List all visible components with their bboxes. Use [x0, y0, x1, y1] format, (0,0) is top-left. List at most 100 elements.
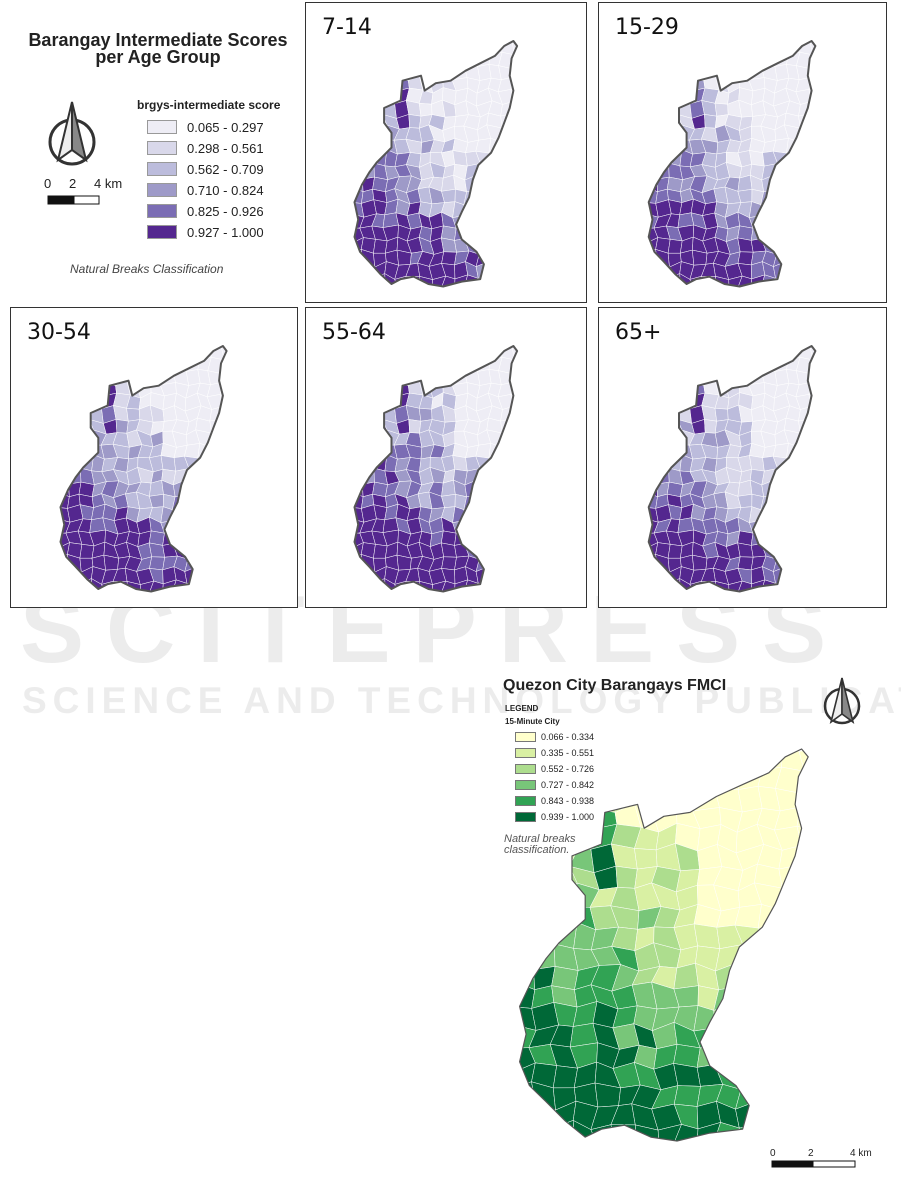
barangay-cell: [79, 544, 95, 559]
barangay-cell: [796, 236, 814, 254]
barangay-cell: [797, 557, 813, 572]
barangay-cell: [519, 1123, 535, 1141]
barangay-cell: [372, 382, 386, 399]
barangay-cell: [500, 443, 516, 459]
barangay-cell: [665, 139, 683, 152]
scale-label-2: 2: [69, 176, 77, 191]
barangay-cell: [354, 580, 363, 592]
fmci-legend-item: 0.727 - 0.842: [515, 779, 594, 791]
barangay-cell: [574, 826, 596, 850]
barangay-cell: [648, 357, 657, 372]
barangay-cell: [680, 89, 693, 105]
barangay-cell: [510, 406, 518, 423]
barangay-cell: [221, 468, 227, 486]
barangay-cell: [749, 150, 765, 167]
barangay-cell: [199, 541, 214, 559]
barangay-cell: [655, 381, 670, 399]
barangay-cell: [820, 1105, 841, 1129]
barangay-cell: [219, 418, 227, 434]
barangay-cell: [689, 52, 707, 67]
barangay-cell: [796, 566, 813, 583]
legend-title: brgys-intermediate score: [137, 98, 281, 112]
barangay-cell: [233, 419, 247, 433]
barangay-cell: [772, 544, 789, 560]
barangay-cell: [823, 264, 835, 279]
barangay-cell: [822, 152, 835, 165]
barangay-cell: [208, 566, 224, 583]
barangay-cell: [796, 578, 811, 592]
barangay-cell: [362, 443, 376, 460]
barangay-cell: [530, 1105, 556, 1128]
panel-15-29: 15-29: [598, 2, 887, 303]
barangay-cell: [811, 149, 816, 166]
barangay-cell: [823, 544, 835, 560]
barangay-cell: [796, 199, 812, 215]
barangay-cell: [786, 457, 802, 471]
barangay-cell: [465, 41, 480, 54]
barangay-cell: [694, 749, 719, 771]
barangay-cell: [820, 1128, 842, 1149]
barangay-cell: [372, 89, 389, 105]
barangay-cell: [678, 52, 696, 67]
barangay-cell: [510, 517, 518, 535]
barangay-cell: [519, 866, 535, 889]
barangay-cell: [60, 392, 70, 410]
barangay-cell: [208, 467, 223, 486]
barangay-cell: [673, 1085, 701, 1107]
barangay-cell: [354, 87, 364, 105]
barangay-cell: [798, 138, 814, 154]
barangay-cell: [648, 52, 657, 67]
barangay-cell: [160, 455, 176, 472]
barangay-cell: [371, 429, 388, 448]
barangay-cell: [221, 480, 227, 496]
barangay-cell: [499, 162, 514, 181]
barangay-cell: [703, 52, 718, 67]
barangay-cell: [648, 263, 659, 278]
barangay-cell: [820, 944, 844, 965]
panel-label: 30-54: [27, 320, 91, 345]
barangay-cell: [407, 52, 422, 67]
barangay-cell: [648, 455, 658, 471]
barangay-cell: [149, 556, 165, 571]
barangay-cell: [196, 566, 213, 583]
barangay-cell: [361, 87, 375, 106]
barangay-cell: [220, 406, 227, 423]
barangay-cell: [498, 504, 513, 520]
barangay-cell: [673, 749, 701, 771]
barangay-cell: [408, 419, 422, 434]
barangay-cell: [680, 394, 693, 410]
barangay-cell: [60, 442, 70, 460]
barangay-cell: [91, 369, 108, 384]
barangay-cell: [419, 41, 433, 54]
barangay-cell: [207, 518, 223, 535]
barangay-cell: [429, 346, 443, 359]
barangay-cell: [796, 226, 814, 242]
barangay-cell: [571, 749, 598, 772]
barangay-cell: [590, 767, 619, 790]
barangay-cell: [524, 480, 537, 496]
barangay-cell: [499, 174, 514, 191]
barangay-cell: [500, 454, 516, 469]
barangay-cell: [655, 392, 670, 411]
barangay-cell: [511, 163, 518, 181]
barangay-cell: [675, 784, 696, 812]
barangay-cell: [809, 566, 816, 585]
fmci-legend-item: 0.335 - 0.551: [515, 747, 594, 759]
barangay-cell: [810, 238, 816, 253]
barangay-cell: [820, 1084, 841, 1110]
barangay-cell: [524, 544, 536, 560]
barangay-cell: [810, 555, 816, 570]
barangay-cell: [371, 444, 388, 457]
barangay-cell: [655, 419, 672, 435]
barangay-cell: [822, 227, 834, 240]
barangay-cell: [648, 469, 658, 485]
barangay-cell: [511, 175, 518, 191]
barangay-cell: [809, 261, 816, 280]
barangay-cell: [823, 278, 836, 291]
barangay-cell: [653, 64, 670, 80]
barangay-cell: [91, 394, 105, 410]
barangay-cell: [523, 51, 535, 68]
barangay-cell: [220, 531, 227, 546]
barangay-cell: [678, 357, 696, 372]
barangay-cell: [161, 357, 176, 373]
